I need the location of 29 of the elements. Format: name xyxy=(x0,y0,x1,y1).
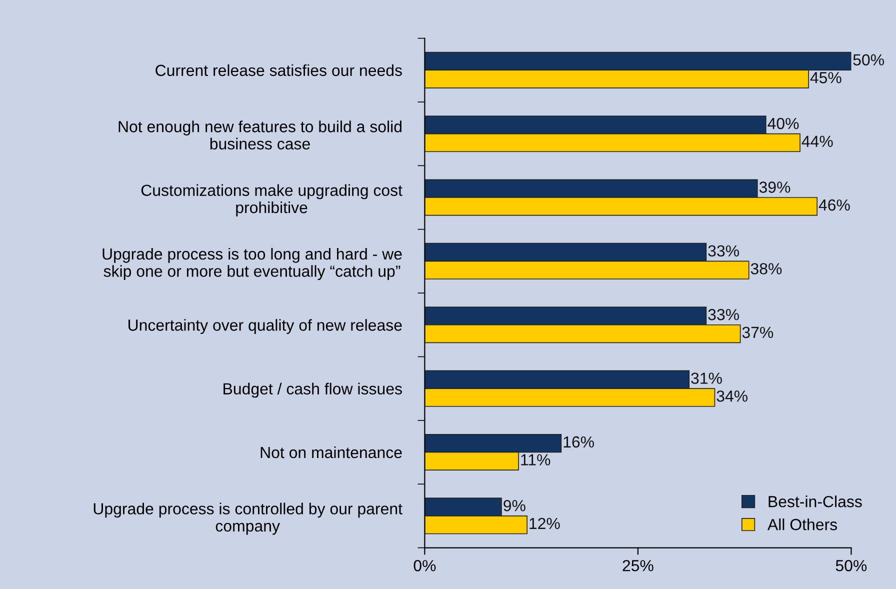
data-label: 46% xyxy=(818,199,850,211)
y-tick-label: Customizations make upgrading cost prohibitive xyxy=(141,184,402,216)
y-tick-label: Not enough new features to build a solid business case xyxy=(118,120,402,150)
data-label: 33% xyxy=(708,308,739,320)
y-tick-label: Not on maintenance xyxy=(260,446,402,458)
data-label: 50% xyxy=(853,54,884,66)
y-tick-label: Current release satisfies our needs xyxy=(156,64,402,76)
data-label: 37% xyxy=(742,326,774,338)
data-label: 12% xyxy=(530,518,560,530)
data-label: 39% xyxy=(759,182,790,193)
y-tick-label: Budget / cash flow issues xyxy=(224,382,402,398)
x-tick-label: 50% xyxy=(836,560,867,572)
data-label: 40% xyxy=(768,118,799,130)
x-tick-label: 0% xyxy=(414,560,436,572)
data-label: 11% xyxy=(521,454,550,466)
data-label: 44% xyxy=(802,136,833,147)
data-label: 45% xyxy=(810,72,842,84)
data-label: 31% xyxy=(691,372,722,384)
data-label: 9% xyxy=(504,500,526,512)
data-label: 33% xyxy=(708,245,739,257)
x-tick-label: 25% xyxy=(622,560,654,572)
y-tick-label: Uncertainty over quality of new release xyxy=(128,319,402,334)
data-label: 34% xyxy=(716,390,748,402)
data-label: 16% xyxy=(564,436,594,448)
data-label: 38% xyxy=(750,263,782,274)
legend-label: All Others xyxy=(767,518,837,530)
y-tick-label: Upgrade process is too long and hard - we skip one or more but eventually “catch up” xyxy=(102,248,402,280)
y-tick-label: Upgrade process is controlled by our parent company xyxy=(94,502,402,535)
legend-label: Best-in-Class xyxy=(768,496,862,508)
